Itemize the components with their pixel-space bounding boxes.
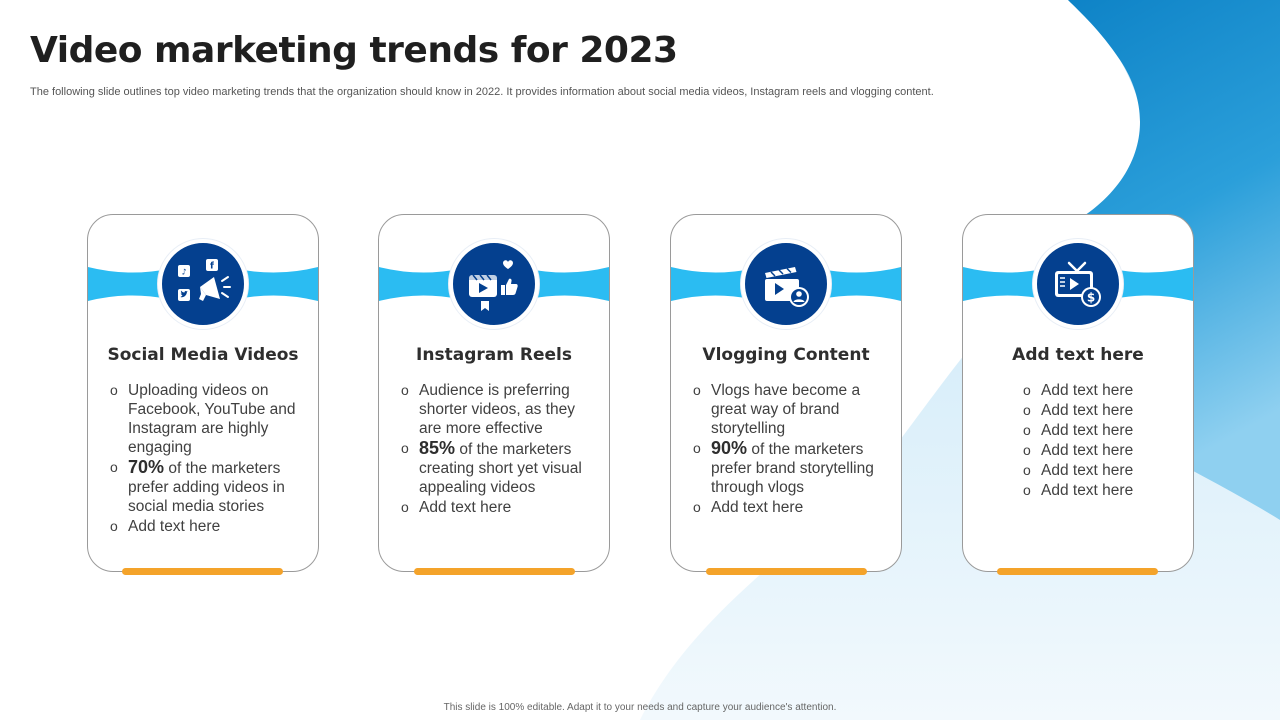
card-accent-bar xyxy=(414,568,575,575)
stat-value: 90% xyxy=(711,438,748,458)
bullet-item: Add text here xyxy=(1021,441,1191,460)
bullet-item: 70% of the marketers prefer adding video… xyxy=(108,458,308,516)
social-media-megaphone-icon: ♪ f xyxy=(158,239,248,329)
vlogging-clapperboard-icon xyxy=(741,239,831,329)
bullet-item: 85% of the marketers creating short yet … xyxy=(399,439,599,497)
bullet-item: Add text here xyxy=(1021,461,1191,480)
card-title: Instagram Reels xyxy=(416,345,572,365)
bullet-item: Add text here xyxy=(1021,421,1191,440)
card-accent-bar xyxy=(122,568,283,575)
tv-dollar-icon: $ xyxy=(1033,239,1123,329)
card-accent-bar xyxy=(997,568,1158,575)
page-subtitle: The following slide outlines top video m… xyxy=(30,86,934,98)
card-title: Add text here xyxy=(1012,345,1144,365)
bullet-item: Add text here xyxy=(691,498,891,517)
bullet-item: Uploading videos on Facebook, YouTube an… xyxy=(108,381,308,457)
bullet-item: Add text here xyxy=(1021,481,1191,500)
bullet-item: Vlogs have become a great way of brand s… xyxy=(691,381,891,438)
svg-text:♪: ♪ xyxy=(181,268,186,277)
bullet-item: Audience is preferring shorter videos, a… xyxy=(399,381,599,438)
instagram-reels-icon xyxy=(449,239,539,329)
card-title: Social Media Videos xyxy=(107,345,299,365)
footer-note: This slide is 100% editable. Adapt it to… xyxy=(443,702,837,713)
card-title: Vlogging Content xyxy=(702,345,870,365)
bullet-item: 90% of the marketers prefer brand storyt… xyxy=(691,439,891,497)
bullet-list: Audience is preferring shorter videos, a… xyxy=(399,381,599,518)
trend-card-add-text: $ Add text here Add text here Add text h… xyxy=(962,214,1194,572)
card-accent-bar xyxy=(706,568,867,575)
bullet-item: Add text here xyxy=(108,517,308,536)
svg-text:f: f xyxy=(210,262,214,272)
stat-value: 85% xyxy=(419,438,456,458)
stat-value: 70% xyxy=(128,457,165,477)
bullet-list: Vlogs have become a great way of brand s… xyxy=(691,381,891,518)
svg-text:$: $ xyxy=(1087,291,1095,305)
bullet-list: Uploading videos on Facebook, YouTube an… xyxy=(108,381,308,537)
bullet-list: Add text here Add text here Add text her… xyxy=(1021,381,1191,501)
trend-card-vlogging-content: Vlogging Content Vlogs have become a gre… xyxy=(670,214,902,572)
page-title: Video marketing trends for 2023 xyxy=(30,30,678,71)
trend-card-instagram-reels: Instagram Reels Audience is preferring s… xyxy=(378,214,610,572)
bullet-item: Add text here xyxy=(1021,381,1191,400)
bullet-item: Add text here xyxy=(1021,401,1191,420)
bullet-item: Add text here xyxy=(399,498,599,517)
trend-card-social-media-videos: ♪ f Social Media Videos Uploading videos… xyxy=(87,214,319,572)
